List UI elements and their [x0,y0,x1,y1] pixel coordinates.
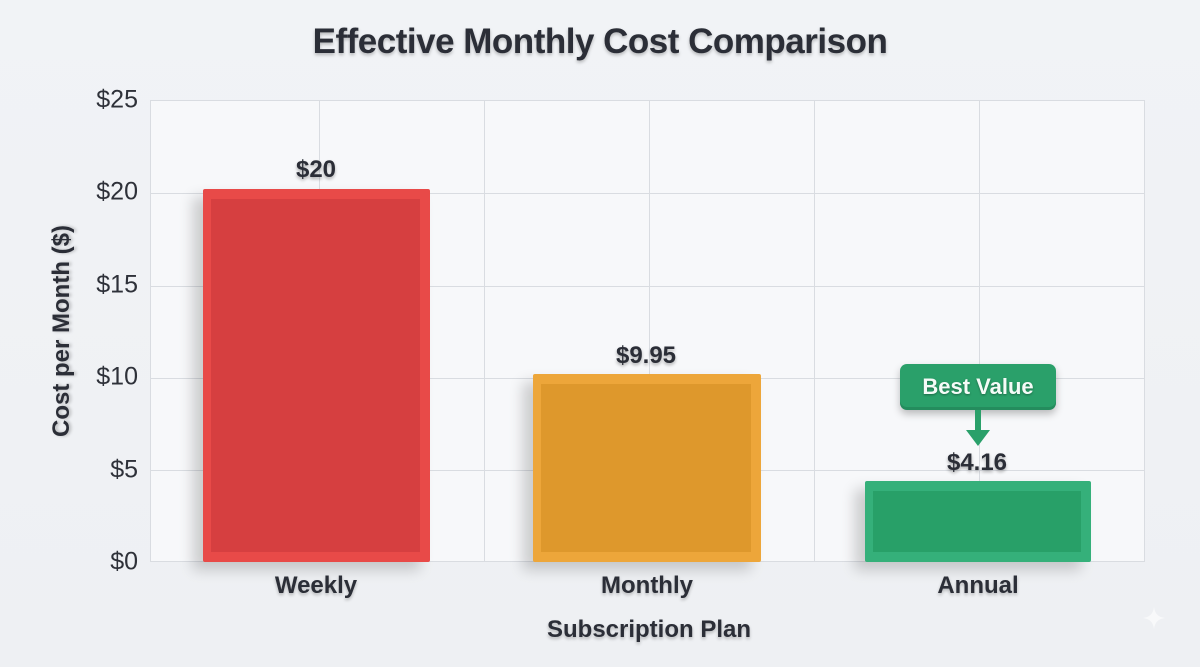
gridline-vertical [649,101,650,561]
y-tick-label: $20 [96,177,138,206]
gridline-vertical [979,101,980,561]
bar-value-label: $20 [295,156,337,183]
chart-title: Effective Monthly Cost Comparison [312,22,888,61]
bar-face [211,199,420,552]
bar-monthly [533,374,761,562]
bar-face [541,384,751,552]
bar-value-label: $4.16 [946,449,1008,476]
bar-weekly [203,189,430,562]
y-tick-label: $25 [96,85,138,114]
gridline-vertical [484,101,485,561]
y-axis-label: Cost per Month ($) [48,225,75,437]
gridline-vertical [814,101,815,561]
bar-face [873,491,1081,552]
gridline-horizontal [151,193,1144,194]
y-tick-label: $0 [110,547,138,576]
y-tick-label: $5 [110,455,138,484]
bar-value-label: $9.95 [615,342,677,369]
bar-annual [865,481,1091,562]
x-tick-label: Weekly [274,572,358,599]
gridline-horizontal [151,286,1144,287]
x-tick-label: Annual [937,572,1019,599]
best-value-badge: Best Value [900,364,1056,410]
y-tick-label: $10 [96,362,138,391]
x-tick-label: Monthly [601,572,693,599]
arrow-down-icon [966,410,990,446]
x-axis-label: Subscription Plan [546,616,752,643]
y-tick-label: $15 [96,270,138,299]
sparkle-icon [1143,607,1165,629]
